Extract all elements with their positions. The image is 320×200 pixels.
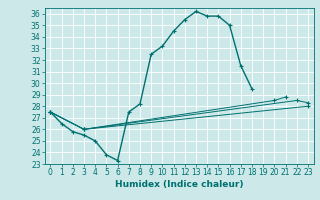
X-axis label: Humidex (Indice chaleur): Humidex (Indice chaleur) — [115, 180, 244, 189]
